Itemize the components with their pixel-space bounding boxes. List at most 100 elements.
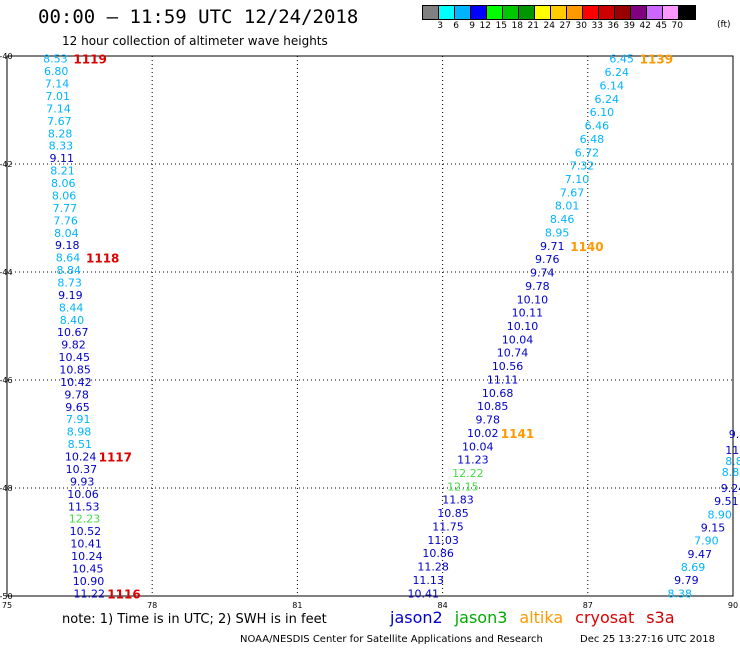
wave-height-value: 7.10	[565, 173, 590, 186]
lat-tick-label: -48	[0, 484, 13, 493]
wave-height-value: 9.78	[525, 280, 550, 293]
colorbar-label: 45	[655, 21, 667, 31]
wave-height-value: 11.75	[432, 520, 464, 533]
wave-height-colorbar: 3 6 9 12 15 18 21 24 27 30 33 36 39 42 45 70	[422, 5, 696, 31]
wave-height-value: 8.51	[68, 438, 93, 451]
wave-height-value: 10.41	[70, 538, 102, 551]
wave-height-value: 8.28	[48, 127, 73, 140]
wave-height-value: 10.56	[492, 360, 524, 373]
colorbar-label: 33	[591, 21, 603, 31]
footer-note: note: 1) Time is in UTC; 2) SWH is in fe…	[62, 612, 327, 627]
wave-height-value: 10.45	[59, 351, 91, 364]
colorbar-swatch: 70	[663, 6, 683, 31]
legend-cryosat: cryosat	[575, 608, 635, 627]
wave-height-value: 6.14	[600, 79, 625, 92]
colorbar-swatch: 33	[583, 6, 603, 31]
wave-height-value: 7.77	[53, 202, 78, 215]
wave-height-value: 9.65	[65, 401, 90, 414]
colorbar-swatch: 3	[423, 6, 443, 31]
wave-height-value: 8.64	[56, 252, 81, 265]
wave-height-value: 11.	[725, 444, 740, 457]
colorbar-swatch: 42	[631, 6, 651, 31]
colorbar-swatch: 36	[599, 6, 619, 31]
wave-height-value: 12.22	[452, 467, 484, 480]
pass-time-label: 1139	[640, 53, 673, 67]
wave-height-value: 8.38	[668, 587, 693, 600]
wave-height-value: 8.06	[51, 177, 76, 190]
wave-height-value: 7.67	[47, 115, 72, 128]
wave-height-value: 8.73	[57, 276, 82, 289]
wave-height-value: 10.24	[65, 451, 97, 464]
wave-height-value: 9.93	[70, 475, 95, 488]
wave-height-value: 9.74	[530, 267, 555, 280]
lat-tick-label: -44	[0, 268, 13, 277]
wave-height-value: 7.67	[560, 186, 585, 199]
wave-height-value: 8.84	[57, 264, 82, 277]
wave-height-value: 10.85	[437, 507, 469, 520]
pass-time-label: 1140	[570, 240, 603, 254]
credit-text: NOAA/NESDIS Center for Satellite Applica…	[240, 634, 543, 645]
pass-time-label: 1119	[73, 53, 106, 67]
lon-tick-label: 84	[438, 601, 448, 610]
colorbar-swatch: 27	[551, 6, 571, 31]
colorbar-swatch	[679, 6, 695, 19]
wave-height-value: 11.83	[442, 494, 474, 507]
lat-tick-label: -42	[0, 160, 13, 169]
wave-height-value: 10.04	[502, 333, 534, 346]
colorbar-label: 30	[575, 21, 587, 31]
pass-time-label: 1116	[107, 587, 140, 601]
wave-height-value: 8.8	[725, 455, 740, 468]
wave-height-value: 7.91	[66, 413, 91, 426]
map-subtitle: 12 hour collection of altimeter wave hei…	[62, 34, 328, 48]
legend-altika: altika	[519, 608, 564, 627]
wave-height-value: 11.13	[412, 574, 444, 587]
wave-height-value: 9.24	[721, 482, 740, 495]
wave-height-value: 6.72	[575, 146, 600, 159]
wave-height-value: 11.23	[457, 454, 489, 467]
wave-height-value: 10.68	[482, 387, 514, 400]
wave-height-value: 8.98	[67, 426, 92, 439]
wave-height-value: 9.47	[687, 548, 712, 561]
colorbar-swatch: 12	[471, 6, 491, 31]
map-title: 00:00 – 11:59 UTC 12/24/2018	[38, 6, 359, 28]
wave-height-value: 10.11	[512, 307, 544, 320]
colorbar-label: 24	[543, 21, 555, 31]
wave-height-value: 9.76	[535, 253, 560, 266]
lon-tick-label: 90	[728, 601, 738, 610]
wave-height-value: 9.15	[701, 521, 726, 534]
pass-time-label: 1141	[501, 427, 534, 441]
colorbar-label: 9	[469, 21, 475, 31]
wave-height-value: 11.22	[74, 587, 106, 600]
wave-height-value: 10.74	[497, 347, 529, 360]
wave-height-value: 6.46	[585, 120, 610, 133]
legend-jason2: jason2	[390, 608, 443, 627]
colorbar-label: 39	[623, 21, 635, 31]
wave-height-value: 8.69	[681, 561, 706, 574]
map-frame	[6, 55, 734, 597]
colorbar-swatch: 21	[519, 6, 539, 31]
wave-height-value: 8.46	[550, 213, 575, 226]
wave-height-value: 9.19	[58, 289, 83, 302]
colorbar-swatch: 15	[487, 6, 507, 31]
colorbar-label: 15	[495, 21, 507, 31]
wave-height-value: 6.48	[580, 133, 605, 146]
wave-height-value: 12.23	[69, 513, 101, 526]
wave-height-value: 8.01	[555, 200, 580, 213]
wave-height-value: 10.37	[66, 463, 98, 476]
wave-height-value: 9.78	[64, 388, 89, 401]
wave-height-value: 10.86	[422, 547, 454, 560]
wave-height-value: 7.32	[570, 160, 595, 173]
satellite-legend: jason2 jason3 altika cryosat s3a	[390, 608, 687, 627]
wave-height-value: 10.04	[462, 440, 494, 453]
colorbar-swatch: 45	[647, 6, 667, 31]
wave-height-value: 8.40	[60, 314, 85, 327]
wave-height-value: 9.51	[714, 495, 739, 508]
wave-height-value: 6.24	[595, 93, 620, 106]
wave-height-value: 7.90	[694, 535, 719, 548]
wave-height-value: 8.21	[50, 165, 75, 178]
wave-height-value: 8.86	[722, 466, 740, 479]
wave-height-value: 10.90	[73, 575, 105, 588]
legend-s3a: s3a	[646, 608, 675, 627]
wave-height-value: 7.76	[53, 214, 78, 227]
colorbar-label: 21	[527, 21, 539, 31]
